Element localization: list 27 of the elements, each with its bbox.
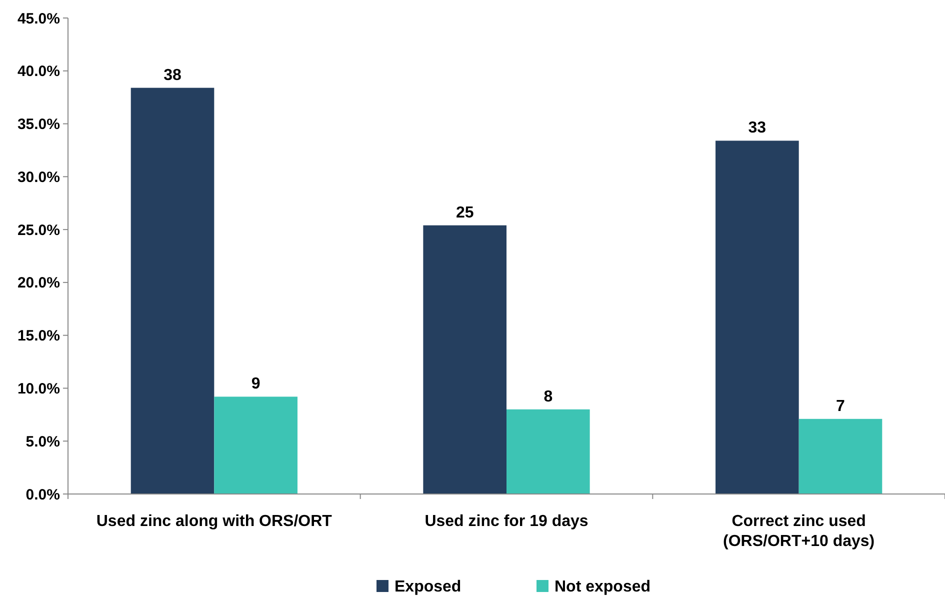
legend-label: Exposed	[394, 578, 462, 596]
y-tick-label: 20.0%	[17, 274, 60, 292]
data-label: 38	[164, 66, 182, 84]
bar	[214, 396, 298, 494]
y-tick-label: 40.0%	[17, 63, 60, 80]
data-label: 8	[544, 388, 553, 406]
data-label: 25	[456, 204, 474, 222]
bar	[130, 88, 214, 494]
bar	[506, 409, 590, 494]
x-tick-label: Used zinc along with ORS/ORT	[96, 513, 332, 530]
bar	[423, 225, 506, 494]
y-tick-label: 10.0%	[17, 380, 60, 398]
y-tick-label: 35.0%	[17, 116, 60, 134]
y-tick-label: 5.0%	[26, 433, 60, 450]
legend-label: Not exposed	[554, 578, 651, 596]
bar	[798, 418, 882, 494]
x-tick-label: Used zinc for 19 days	[424, 513, 588, 530]
y-tick-label: 25.0%	[17, 222, 60, 239]
y-tick-label: 15.0%	[17, 328, 60, 345]
x-tick-label: Correct zinc used (ORS/ORT+10 days)	[723, 513, 875, 550]
data-label: 33	[748, 120, 766, 137]
y-tick-label: 45.0%	[17, 10, 60, 28]
data-label: 9	[251, 376, 260, 393]
y-tick-label: 30.0%	[17, 168, 60, 186]
data-label: 7	[836, 398, 846, 415]
y-tick-label: 0.0%	[26, 486, 60, 504]
bar	[716, 140, 799, 494]
